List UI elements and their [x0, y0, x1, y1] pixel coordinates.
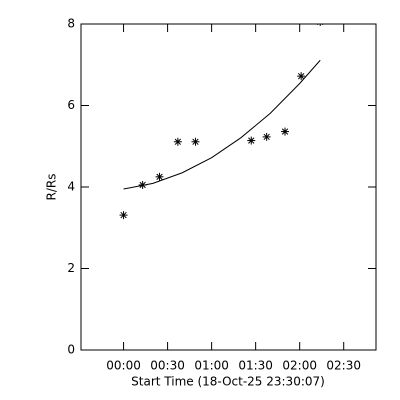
y-tick-label: 4 [67, 180, 75, 194]
x-tick-label: 01:30 [238, 359, 273, 373]
y-tick-label: 2 [67, 261, 75, 275]
data-point [173, 137, 182, 146]
data-point [262, 132, 271, 141]
x-tick-label: 00:00 [106, 359, 141, 373]
data-point [281, 127, 290, 136]
data-point [247, 136, 256, 145]
plot-frame [80, 23, 377, 351]
data-point [297, 72, 306, 81]
data-point [119, 211, 128, 220]
x-axis-label: Start Time (18-Oct-25 23:30:07) [131, 375, 325, 389]
x-tick-label: 02:00 [282, 359, 317, 373]
x-tick-label: 01:00 [194, 359, 229, 373]
data-point [191, 137, 200, 146]
y-axis-label: R/Rs [45, 174, 59, 201]
plot-area [119, 24, 324, 220]
x-tick-label: 02:30 [326, 359, 361, 373]
data-point [155, 172, 164, 181]
fit-line [123, 59, 321, 190]
y-tick-label: 6 [67, 98, 75, 112]
y-tick-label: 8 [67, 17, 75, 31]
x-tick-label: 00:30 [150, 359, 185, 373]
y-tick-label: 0 [67, 343, 75, 357]
data-point [317, 24, 324, 26]
